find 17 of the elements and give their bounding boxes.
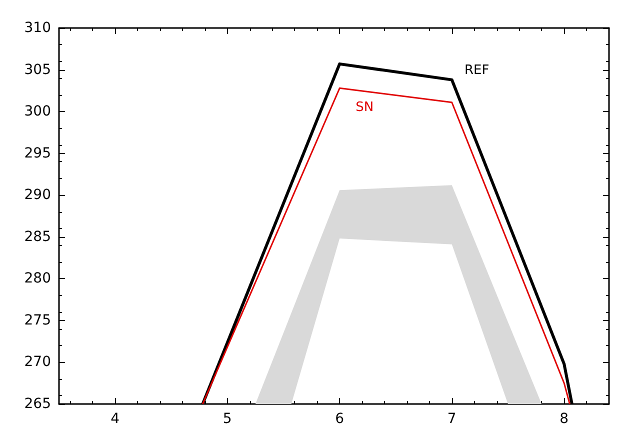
y-tick-label: 285 bbox=[24, 228, 51, 245]
series-label: SN bbox=[356, 100, 374, 116]
x-tick-label: 5 bbox=[222, 411, 232, 427]
y-tick-label: 300 bbox=[24, 104, 51, 120]
x-tick-label: 6 bbox=[335, 411, 344, 427]
series-label: REF bbox=[464, 62, 490, 78]
y-tick-label: 270 bbox=[24, 354, 51, 370]
y-tick-label: 290 bbox=[24, 187, 51, 204]
y-tick-label: 295 bbox=[24, 145, 51, 162]
x-tick-label: 8 bbox=[560, 411, 569, 427]
y-tick-label: 280 bbox=[24, 270, 51, 287]
y-tick-label: 265 bbox=[24, 396, 51, 412]
y-tick-label: 275 bbox=[24, 312, 51, 328]
y-tick-label: 305 bbox=[24, 62, 51, 78]
x-tick-label: 4 bbox=[110, 411, 120, 427]
x-tick-label: 7 bbox=[447, 411, 456, 427]
y-tick-label: 310 bbox=[24, 20, 51, 36]
